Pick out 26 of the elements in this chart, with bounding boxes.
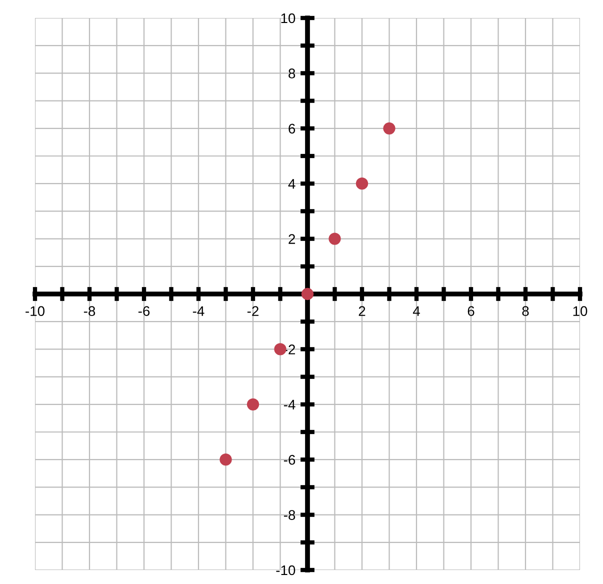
y-tick-label: 2 bbox=[288, 234, 295, 244]
y-tick-label: 10 bbox=[281, 13, 296, 24]
y-tick-label: -4 bbox=[284, 400, 296, 410]
point bbox=[274, 343, 286, 356]
x-tick-label: 8 bbox=[522, 306, 529, 316]
point bbox=[356, 178, 368, 190]
x-tick-label: -10 bbox=[26, 306, 44, 316]
point bbox=[220, 454, 232, 466]
point bbox=[301, 288, 314, 300]
y-tick-label: 6 bbox=[288, 124, 296, 134]
x-tick-label: -6 bbox=[138, 306, 150, 316]
point bbox=[328, 232, 341, 245]
x-tick-label: 2 bbox=[358, 306, 366, 316]
point bbox=[383, 122, 396, 134]
x-tick-label: -8 bbox=[84, 306, 96, 316]
y-tick-label: 4 bbox=[288, 179, 296, 189]
x-tick-label: 6 bbox=[468, 306, 474, 316]
x-tick-label: 10 bbox=[573, 306, 588, 316]
point bbox=[246, 398, 260, 410]
x-tick-label: -2 bbox=[247, 306, 258, 316]
x-tick-label: -4 bbox=[192, 306, 204, 316]
y-tick-label: 8 bbox=[288, 68, 296, 78]
y-tick-label: -8 bbox=[284, 510, 296, 520]
y-tick-label: -10 bbox=[276, 565, 296, 576]
y-tick-label: -6 bbox=[284, 454, 296, 465]
x-tick-label: 4 bbox=[412, 306, 420, 316]
